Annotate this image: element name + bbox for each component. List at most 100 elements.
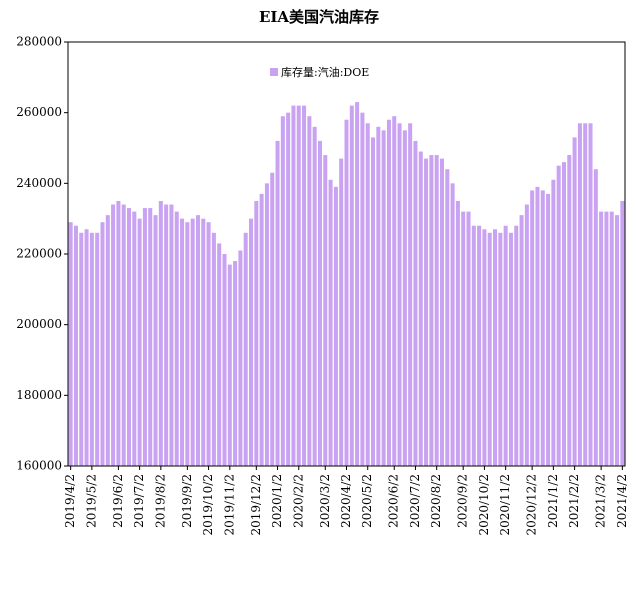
x-tick-label: 2020/11/2 [498, 474, 512, 536]
bar [302, 105, 307, 466]
bar [116, 201, 121, 466]
bar [577, 123, 582, 467]
bar [365, 123, 370, 467]
bar [270, 172, 275, 466]
bar [445, 169, 450, 466]
y-tick-label: 200000 [16, 317, 62, 331]
bar [609, 211, 614, 466]
bar [95, 232, 100, 466]
x-tick-label: 2019/10/2 [201, 474, 215, 536]
x-tick-label: 2019/12/2 [249, 474, 263, 536]
x-tick-label: 2019/4/2 [63, 474, 77, 528]
bar [588, 123, 593, 467]
bar [349, 105, 354, 466]
bar [323, 155, 328, 467]
bar [174, 211, 179, 466]
bar [68, 222, 73, 466]
bar [397, 123, 402, 467]
bar [376, 126, 381, 467]
bar [450, 183, 455, 467]
bar [158, 201, 163, 466]
x-tick-label: 2019/8/2 [153, 474, 167, 528]
bar [217, 243, 222, 466]
bar [477, 225, 482, 466]
y-tick-label: 240000 [16, 176, 62, 190]
bar [296, 105, 301, 466]
bar [222, 254, 227, 466]
x-tick-label: 2020/8/2 [429, 474, 443, 528]
bar [312, 126, 317, 467]
y-tick-label: 260000 [16, 105, 62, 119]
bar [84, 229, 89, 466]
bar [195, 215, 200, 466]
bar [206, 222, 211, 466]
bar [137, 218, 142, 466]
bar [79, 232, 84, 466]
bar [583, 123, 588, 467]
bar [434, 155, 439, 467]
bar [243, 232, 248, 466]
bar [540, 190, 545, 466]
bar [503, 225, 508, 466]
x-tick-label: 2020/5/2 [360, 474, 374, 528]
bar [466, 211, 471, 466]
bar [519, 215, 524, 466]
bar [248, 218, 254, 466]
bar [73, 225, 78, 466]
bar [264, 183, 269, 467]
bar [402, 130, 407, 467]
bar [201, 218, 206, 466]
x-tick-label: 2019/7/2 [132, 474, 146, 528]
bar [233, 261, 238, 466]
bar [498, 232, 503, 466]
y-tick-label: 180000 [16, 388, 62, 402]
bar [180, 218, 185, 466]
bar [508, 232, 513, 466]
bar [493, 229, 498, 466]
bar [121, 204, 126, 467]
bar [620, 201, 625, 466]
bar [142, 208, 147, 467]
bar [227, 264, 232, 466]
bar [561, 162, 567, 466]
bar [551, 179, 556, 467]
bar [567, 155, 572, 467]
bar [461, 211, 466, 466]
bar [333, 186, 338, 466]
bar [424, 158, 429, 466]
bar [153, 215, 158, 466]
x-tick-label: 2020/6/2 [387, 474, 401, 528]
bar [593, 169, 598, 466]
bar [487, 232, 492, 466]
bar [429, 155, 434, 467]
bar [185, 222, 190, 466]
x-tick-label: 2020/3/2 [318, 474, 332, 528]
x-tick-label: 2020/9/2 [456, 474, 470, 528]
y-tick-label: 160000 [16, 459, 62, 473]
x-tick-label: 2021/3/2 [594, 474, 608, 528]
x-tick-label: 2020/4/2 [339, 474, 353, 528]
bar [89, 232, 94, 466]
bar [615, 215, 620, 466]
bar [275, 140, 280, 466]
x-tick-label: 2019/6/2 [111, 474, 125, 528]
x-tick-label: 2020/2/2 [291, 474, 305, 528]
bar [408, 123, 413, 467]
bar [254, 201, 259, 466]
bar [482, 229, 487, 466]
x-tick-label: 2020/12/2 [525, 474, 539, 536]
bar [535, 186, 540, 466]
bar [439, 158, 445, 466]
bar [556, 165, 561, 466]
bar [317, 140, 322, 466]
bar [148, 208, 153, 467]
bar [418, 151, 423, 467]
bar [169, 204, 174, 467]
bar [599, 211, 604, 466]
x-tick-label: 2019/9/2 [180, 474, 194, 528]
x-tick-label: 2019/11/2 [222, 474, 236, 536]
bar [413, 140, 418, 466]
bar [339, 158, 344, 466]
x-tick-label: 2021/4/2 [615, 474, 629, 528]
legend-swatch [270, 68, 278, 76]
